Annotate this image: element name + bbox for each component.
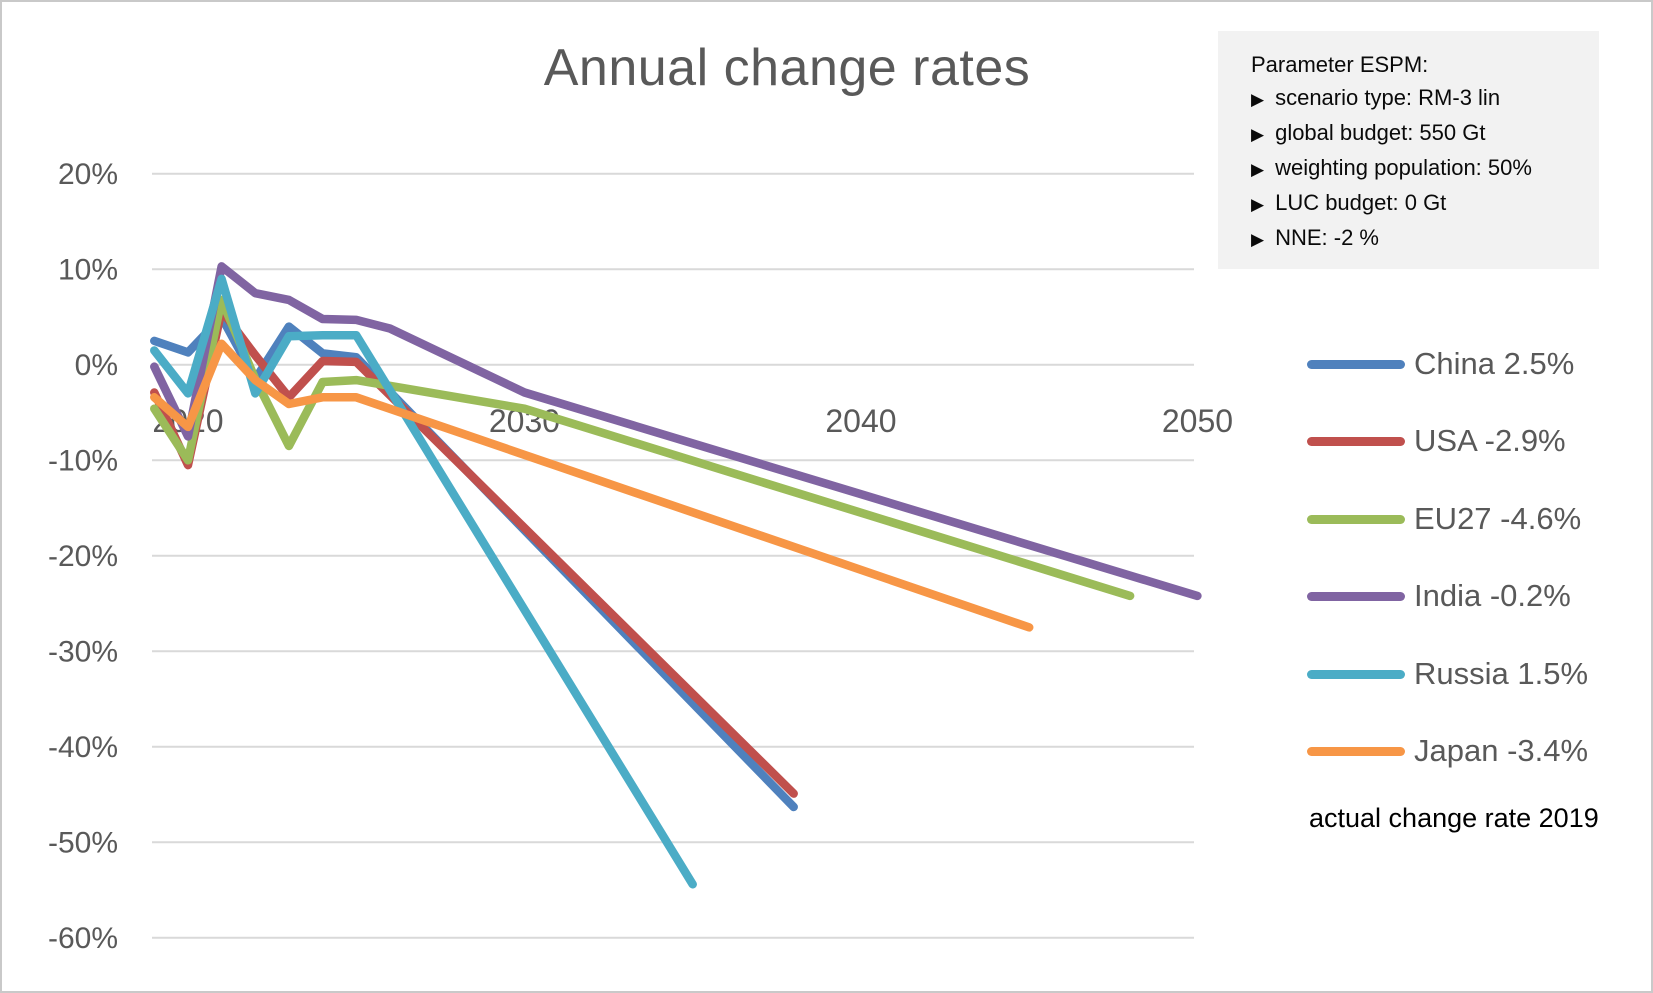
legend-item-russia: Russia 1.5% [1307,652,1588,696]
y-axis-tick-label: -50% [48,826,118,859]
legend-item-china: China 2.5% [1307,342,1574,386]
bullet-arrow-icon: ▶ [1251,195,1265,214]
series-line-india [150,262,1202,601]
legend-swatch-russia [1307,669,1405,679]
parameter-box-title: Parameter ESPM: [1251,52,1429,77]
legend-swatch-usa [1307,436,1405,446]
legend-item-usa: USA -2.9% [1307,419,1566,463]
bullet-arrow-icon: ▶ [1251,125,1265,144]
parameter-item-label: scenario type: RM-3 lin [1275,85,1501,110]
chart-title: Annual change rates [543,39,1031,97]
bullet-arrow-icon: ▶ [1251,160,1265,179]
parameter-item: ▶ NNE: -2 % [1251,221,1591,256]
parameter-item-label: NNE: -2 % [1275,225,1379,250]
bullet-arrow-icon: ▶ [1251,230,1265,249]
y-axis-tick-label: 10% [58,253,118,286]
parameter-item-label: LUC budget: 0 Gt [1275,190,1447,215]
legend-item-japan: Japan -3.4% [1307,729,1588,773]
bullet-arrow-icon: ▶ [1251,90,1265,109]
parameter-box: Parameter ESPM: ▶ scenario type: RM-3 lin… [1218,31,1599,269]
y-axis-tick-label: -40% [48,731,118,764]
x-axis-tick-label: 2040 [825,403,896,439]
legend-label-usa: USA -2.9% [1414,423,1566,458]
series-line-russia [150,274,697,889]
series-line-china [150,312,798,812]
y-axis-tick-label: -60% [48,922,118,955]
legend-swatch-india [1307,591,1405,601]
parameter-item: ▶ weighting population: 50% [1251,151,1591,186]
y-axis-tick-label: -20% [48,540,118,573]
legend-label-japan: Japan -3.4% [1414,733,1589,768]
parameter-item: ▶ global budget: 550 Gt [1251,116,1591,151]
parameter-item: ▶ scenario type: RM-3 lin [1251,81,1591,116]
legend-label-eu27: EU27 -4.6% [1414,501,1582,536]
parameter-item: ▶ LUC budget: 0 Gt [1251,186,1591,221]
legend-item-india: India -0.2% [1307,574,1571,618]
legend-swatch-japan [1307,746,1405,756]
legend-label-china: China 2.5% [1414,346,1575,381]
y-axis-tick-label: -10% [48,444,118,477]
legend-item-eu27: EU27 -4.6% [1307,497,1581,541]
parameter-item-label: global budget: 550 Gt [1275,120,1486,145]
legend-footnote: actual change rate 2019 [1309,803,1599,833]
legend-label-india: India -0.2% [1414,578,1571,613]
y-axis-tick-label: 20% [58,158,118,191]
legend-swatch-china [1307,359,1405,369]
parameter-item-label: weighting population: 50% [1275,155,1532,180]
x-axis-tick-label: 2050 [1162,403,1233,439]
series-line-japan [150,339,1034,632]
y-axis-tick-label: -30% [48,635,118,668]
legend-swatch-eu27 [1307,514,1405,524]
y-axis-tick-label: 0% [75,349,118,382]
series-line-eu27 [150,295,1135,601]
legend-label-russia: Russia 1.5% [1414,656,1589,691]
